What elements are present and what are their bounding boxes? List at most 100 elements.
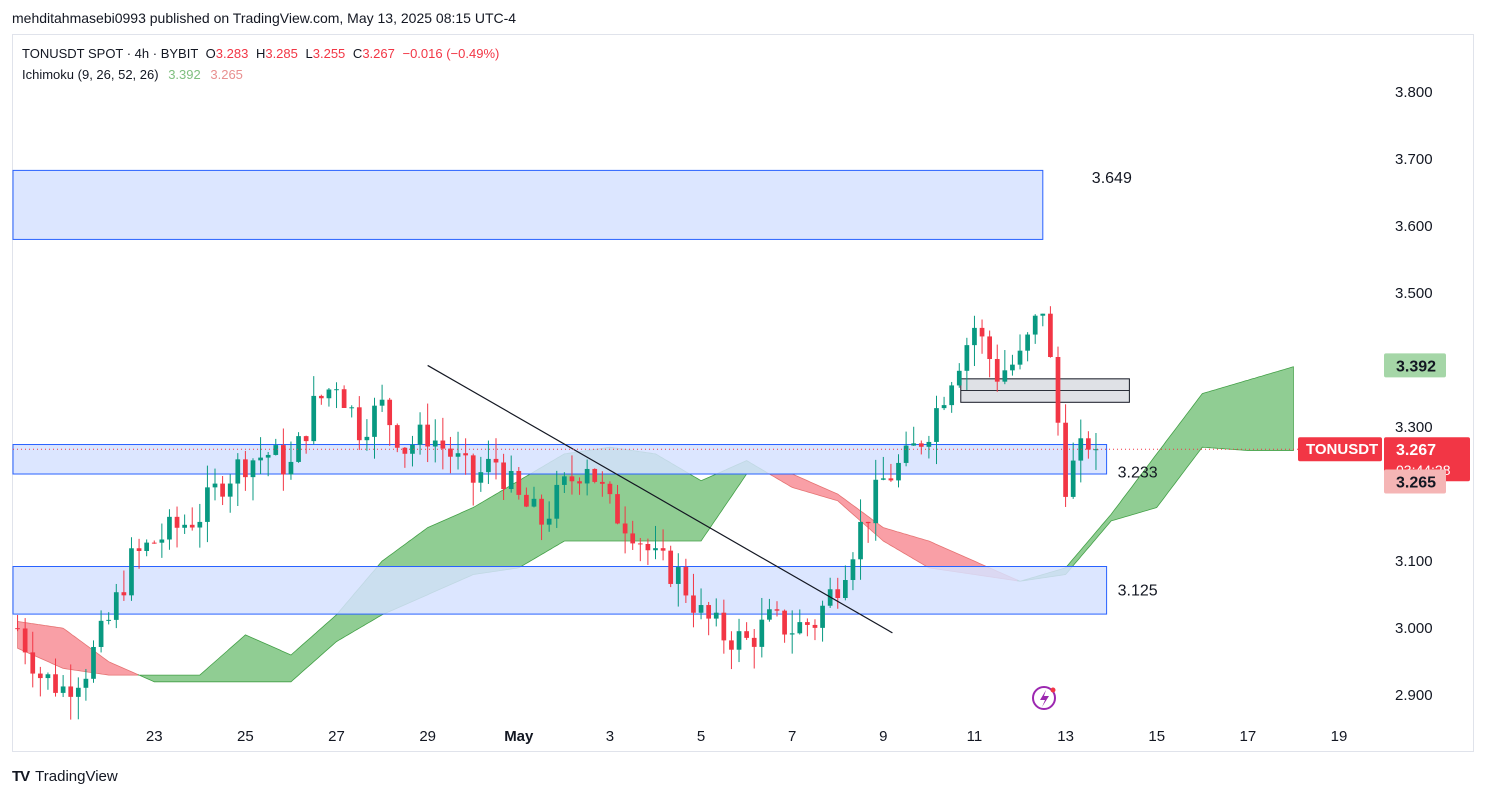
candle-body-up (311, 395, 317, 442)
chart-frame[interactable] (12, 34, 1474, 752)
y-tick-label: 3.800 (1395, 84, 1433, 101)
candle-body-up (334, 389, 339, 391)
candle-body-up (486, 458, 491, 473)
candle-body-down (22, 628, 28, 653)
candle-body-up (235, 459, 241, 484)
candle-body-down (463, 453, 468, 456)
candle-body-up (75, 687, 81, 697)
zone-box-2 (12, 566, 1108, 615)
candle-body-up (296, 436, 301, 462)
candle-body-up (98, 620, 104, 647)
candle-body-up (880, 478, 886, 480)
candle-body-down (592, 468, 598, 482)
x-tick-label: 3 (606, 728, 614, 745)
candle-body-down (706, 605, 712, 619)
cloud-bull-segment (1017, 366, 1294, 582)
candle-body-up (258, 457, 263, 461)
candle-body-down (524, 494, 529, 507)
brand-name: TradingView (35, 768, 118, 785)
candle-body-up (91, 646, 96, 679)
candle-body-down (15, 628, 20, 630)
x-tick-label: 15 (1148, 728, 1165, 745)
candle-body-up (956, 370, 962, 386)
candle-body-down (888, 478, 894, 481)
candle-body-up (1093, 449, 1099, 451)
close-label: C (352, 46, 363, 61)
candle-body-down (577, 481, 582, 484)
ichimoku-cloud (17, 366, 1294, 683)
y-tick-label: 3.100 (1395, 553, 1433, 570)
candle-body-down (387, 399, 393, 426)
candle-body-up (713, 612, 719, 619)
ticker-tag-label: TONUSDT (1306, 441, 1378, 458)
x-tick-label: 25 (237, 728, 254, 745)
candle-body-down (630, 533, 636, 544)
candle-body-up (106, 619, 112, 621)
candle-body-up (896, 462, 901, 481)
candle-body-down (356, 407, 362, 441)
candle-body-down (994, 359, 1000, 382)
price-label-green (1384, 353, 1446, 378)
candle-body-up (212, 483, 218, 488)
candle-body-down (865, 521, 871, 524)
low-label: L (305, 46, 313, 61)
candle-body-down (812, 624, 818, 628)
x-tick-label-month: May (504, 728, 534, 745)
candle-body-up (698, 605, 704, 613)
tradingview-logo-icon: TV (12, 768, 30, 785)
candle-body-down (835, 589, 841, 599)
candle-body-up (1032, 315, 1038, 335)
indicator-legend[interactable]: Ichimoku (9, 26, 52, 26) 3.392 3.265 (22, 67, 243, 82)
candle-body-down (637, 543, 643, 545)
candle-body-down (615, 494, 620, 524)
tradingview-brand[interactable]: TV TradingView (12, 768, 118, 785)
candle-body-up (197, 521, 203, 528)
candle-body-up (934, 408, 939, 442)
candle-body-up (326, 389, 332, 399)
candle-body-up (554, 484, 560, 519)
candle-body-down (440, 440, 446, 449)
candle-body-down (493, 458, 499, 463)
high-label: H (255, 46, 266, 61)
x-tick-label: 5 (697, 728, 705, 745)
candle-body-up (820, 605, 825, 628)
candle-body-up (250, 460, 256, 478)
candle-body-down (1048, 313, 1053, 358)
trendline (427, 364, 893, 634)
candle-body-down (607, 483, 613, 495)
candle-body-down (721, 612, 727, 641)
candle-body-up (941, 405, 947, 409)
candle-body-up (159, 539, 165, 543)
lightning-icon (1032, 686, 1056, 710)
candle-body-up (113, 592, 119, 620)
candle-body-up (903, 445, 909, 463)
y-tick-label: 3.000 (1395, 620, 1433, 637)
x-tick-label: 29 (419, 728, 436, 745)
last-price-value: 3.267 (1396, 442, 1436, 459)
candle-body-down (281, 445, 286, 475)
candle-body-down (243, 459, 248, 478)
symbol-info[interactable]: TONUSDT SPOT · 4h · BYBIT (22, 46, 199, 61)
ticker-tag (1298, 437, 1382, 462)
symbol-legend[interactable]: TONUSDT SPOT · 4h · BYBIT O3.283 H3.285 … (22, 46, 499, 61)
y-tick-label: 2.900 (1395, 687, 1433, 704)
indicator-lead-value: 3.392 (168, 67, 201, 82)
candle-body-down (683, 567, 689, 596)
price-label-pink (1384, 469, 1446, 494)
low-value: 3.255 (312, 46, 346, 61)
x-tick-label: 13 (1057, 728, 1074, 745)
indicator-name[interactable]: Ichimoku (9, 26, 52, 26) (22, 67, 159, 82)
candle-body-down (774, 609, 780, 611)
candle-body-up (60, 686, 66, 693)
y-tick-label: 3.600 (1395, 218, 1433, 235)
candle-body-down (68, 686, 74, 697)
candle-body-down (729, 640, 734, 650)
y-tick-label: 3.500 (1395, 285, 1433, 302)
candle-body-up (842, 580, 848, 599)
x-tick-label: 9 (879, 728, 887, 745)
candle-body-up (1025, 334, 1030, 351)
candle-body-up (288, 461, 294, 475)
candle-body-down (448, 448, 453, 457)
x-tick-label: 17 (1240, 728, 1257, 745)
